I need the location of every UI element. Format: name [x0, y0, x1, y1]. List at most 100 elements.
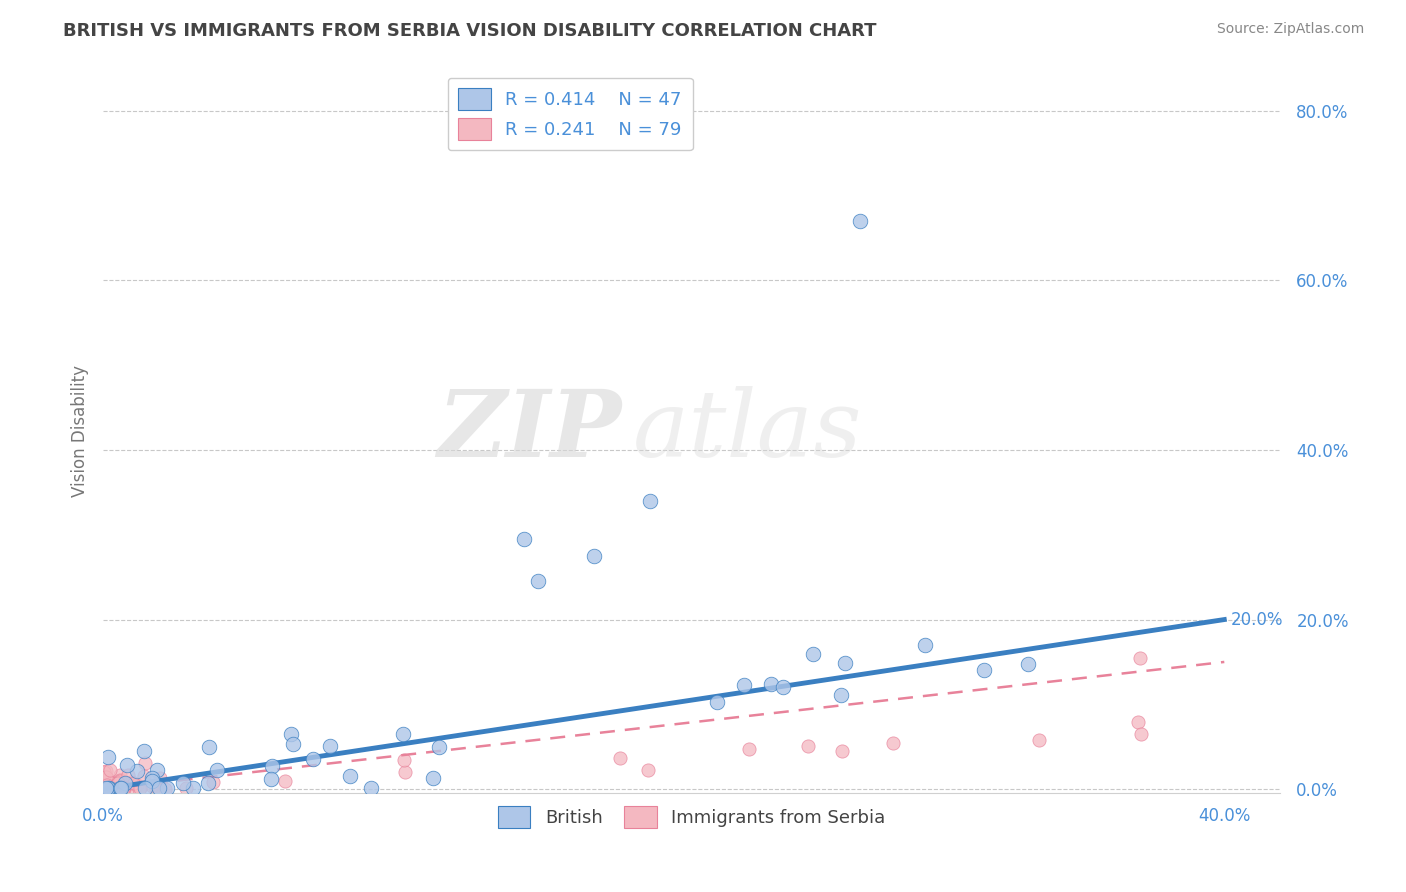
Point — [93, 765, 115, 780]
Text: Source: ZipAtlas.com: Source: ZipAtlas.com — [1216, 22, 1364, 37]
Point — [97, 781, 120, 796]
Point — [94, 770, 117, 784]
Point — [1129, 650, 1152, 665]
Point — [849, 214, 872, 228]
Point — [145, 781, 167, 796]
Text: BRITISH VS IMMIGRANTS FROM SERBIA VISION DISABILITY CORRELATION CHART: BRITISH VS IMMIGRANTS FROM SERBIA VISION… — [63, 22, 877, 40]
Point — [830, 688, 852, 702]
Point — [1028, 733, 1050, 747]
Point — [93, 769, 115, 783]
Point — [115, 777, 138, 791]
Point — [422, 771, 444, 785]
Point — [318, 739, 340, 753]
Point — [104, 781, 127, 796]
Point — [132, 769, 155, 783]
Point — [738, 742, 761, 756]
Point — [103, 779, 125, 793]
Point — [141, 779, 163, 793]
Point — [120, 774, 142, 789]
Point — [117, 768, 139, 782]
Y-axis label: Vision Disability: Vision Disability — [72, 365, 89, 497]
Point — [638, 494, 661, 508]
Point — [100, 781, 122, 796]
Point — [96, 778, 118, 792]
Point — [110, 781, 132, 796]
Point — [112, 781, 135, 796]
Point — [801, 647, 824, 661]
Point — [93, 781, 115, 796]
Point — [172, 776, 194, 790]
Point — [110, 774, 132, 789]
Point — [104, 781, 127, 796]
Point — [1130, 727, 1153, 741]
Point — [97, 781, 120, 796]
Point — [274, 774, 297, 789]
Point — [104, 781, 127, 796]
Point — [98, 780, 121, 794]
Point — [125, 764, 148, 778]
Point — [427, 739, 450, 754]
Point — [914, 639, 936, 653]
Point — [96, 781, 118, 796]
Point — [101, 781, 124, 796]
Point — [134, 781, 156, 796]
Point — [582, 549, 605, 563]
Point — [100, 778, 122, 792]
Point — [197, 775, 219, 789]
Point — [128, 780, 150, 795]
Text: 20.0%: 20.0% — [1232, 610, 1284, 629]
Point — [97, 750, 120, 764]
Point — [105, 781, 128, 796]
Point — [97, 781, 120, 796]
Point — [114, 776, 136, 790]
Point — [339, 769, 361, 783]
Point — [260, 759, 283, 773]
Point — [94, 781, 117, 796]
Point — [93, 781, 115, 796]
Point — [973, 664, 995, 678]
Point — [98, 774, 121, 789]
Point — [93, 781, 115, 796]
Point — [107, 776, 129, 790]
Text: atlas: atlas — [633, 386, 862, 476]
Point — [100, 776, 122, 790]
Point — [207, 763, 229, 777]
Point — [111, 781, 134, 796]
Point — [706, 695, 728, 709]
Point — [146, 763, 169, 777]
Point — [93, 778, 115, 792]
Point — [392, 727, 415, 741]
Point — [105, 780, 128, 794]
Point — [94, 781, 117, 796]
Point — [156, 781, 179, 796]
Point — [149, 771, 172, 785]
Point — [103, 781, 125, 796]
Point — [281, 737, 304, 751]
Point — [108, 781, 131, 796]
Point — [1017, 657, 1039, 671]
Point — [101, 781, 124, 796]
Point — [733, 678, 755, 692]
Point — [132, 744, 155, 758]
Point — [125, 778, 148, 792]
Point — [831, 744, 853, 758]
Point — [260, 772, 283, 787]
Point — [101, 781, 124, 796]
Point — [101, 781, 124, 796]
Point — [181, 781, 204, 796]
Point — [392, 753, 415, 767]
Point — [98, 781, 121, 796]
Point — [94, 764, 117, 779]
Point — [94, 781, 117, 796]
Point — [97, 781, 120, 796]
Point — [110, 781, 132, 796]
Point — [108, 768, 131, 782]
Point — [198, 740, 221, 755]
Point — [100, 781, 122, 796]
Point — [512, 532, 534, 546]
Point — [96, 779, 118, 793]
Point — [100, 763, 122, 777]
Point — [796, 739, 818, 754]
Point — [124, 781, 146, 796]
Point — [112, 781, 135, 796]
